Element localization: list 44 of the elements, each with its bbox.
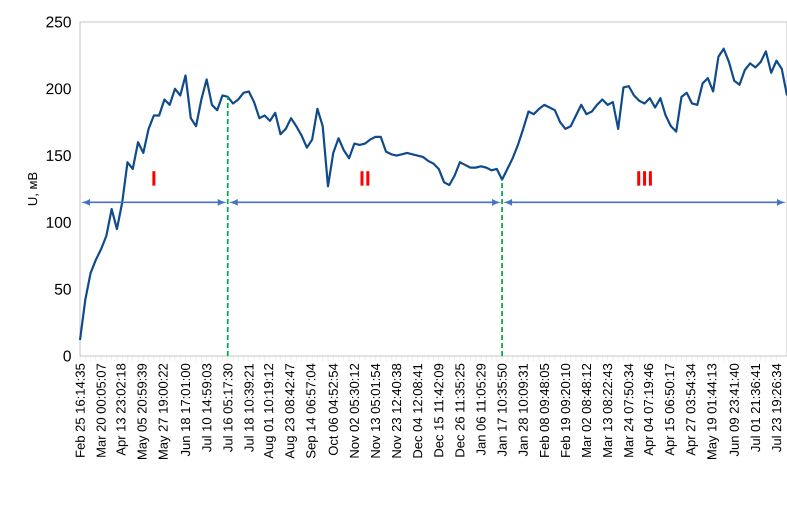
y-axis-title: U, мВ bbox=[28, 172, 39, 206]
x-tick-label: Jul 16 05:17:30 bbox=[222, 364, 233, 452]
x-tick-label: Jan 28 10:09:31 bbox=[518, 364, 528, 456]
x-tick-label: Mar 13 08:22:43 bbox=[603, 364, 612, 457]
x-tick-label: Nov 13 05:01:54 bbox=[370, 364, 380, 458]
x-tick-label: Dec 04 12:08:41 bbox=[413, 364, 422, 458]
y-tick-label: 250 bbox=[46, 16, 71, 28]
y-tick-label: 150 bbox=[46, 150, 71, 162]
x-tick-label: Mar 02 08:48:12 bbox=[582, 364, 592, 457]
x-tick-label: Dec 15 11:42:09 bbox=[434, 364, 444, 457]
x-tick-label: May 05 20:59:39 bbox=[137, 364, 150, 459]
x-tick-label: Jul 10 14:59:03 bbox=[202, 364, 212, 452]
x-tick-label: Dec 26 11:35:25 bbox=[455, 364, 464, 457]
x-tick-label: Jul 18 10:39:21 bbox=[244, 364, 254, 452]
x-tick-label: May 19 01:44:13 bbox=[707, 364, 720, 459]
x-tick-label: Jul 01 21:36:41 bbox=[750, 364, 760, 452]
x-tick-label: Apr 04 07:19:46 bbox=[644, 364, 656, 456]
annotation: I bbox=[152, 171, 156, 186]
x-tick-label: May 27 19:00:22 bbox=[158, 364, 170, 459]
y-tick-label: 200 bbox=[46, 83, 71, 94]
annotation: III bbox=[637, 171, 652, 186]
x-tick-label: Apr 13 23:02:18 bbox=[116, 364, 128, 456]
x-tick-label: Sep 14 06:57:04 bbox=[306, 364, 318, 458]
x-tick-label: Feb 19 09:20:10 bbox=[560, 364, 570, 457]
y-tick-label: 0 bbox=[63, 350, 71, 362]
y-tick-label: 50 bbox=[54, 284, 71, 295]
x-tick-label: Jul 23 19:26:34 bbox=[772, 364, 782, 452]
x-tick-label: Jun 09 23:41:40 bbox=[730, 364, 739, 456]
x-tick-label: Nov 23 12:40:38 bbox=[392, 364, 402, 458]
y-tick-label: 100 bbox=[46, 216, 71, 228]
x-tick-label: Oct 06 04:52:54 bbox=[328, 364, 338, 456]
x-tick-label: Mar 20 00:05:07 bbox=[96, 364, 106, 457]
x-tick-label: Jan 06 11:05:29 bbox=[476, 364, 486, 456]
x-tick-label: Nov 02 05:30:12 bbox=[350, 364, 359, 458]
x-tick-label: Feb 25 16:14:35 bbox=[75, 364, 85, 457]
x-tick-label: Apr 15 06:50:17 bbox=[665, 364, 677, 456]
x-tick-label: Apr 27 03:54:34 bbox=[686, 364, 698, 456]
annotation: II bbox=[360, 171, 370, 186]
x-tick-label: Jun 18 17:01:00 bbox=[180, 364, 190, 456]
x-tick-label: Feb 08 09:48:05 bbox=[540, 364, 550, 457]
x-tick-label: Mar 24 07:50:34 bbox=[624, 364, 634, 457]
x-tick-label: Aug 23 08:42:47 bbox=[285, 364, 297, 459]
x-tick-label: Aug 01 10:19:12 bbox=[264, 364, 276, 459]
x-tick-label: Jan 17 10:35:50 bbox=[497, 364, 507, 456]
